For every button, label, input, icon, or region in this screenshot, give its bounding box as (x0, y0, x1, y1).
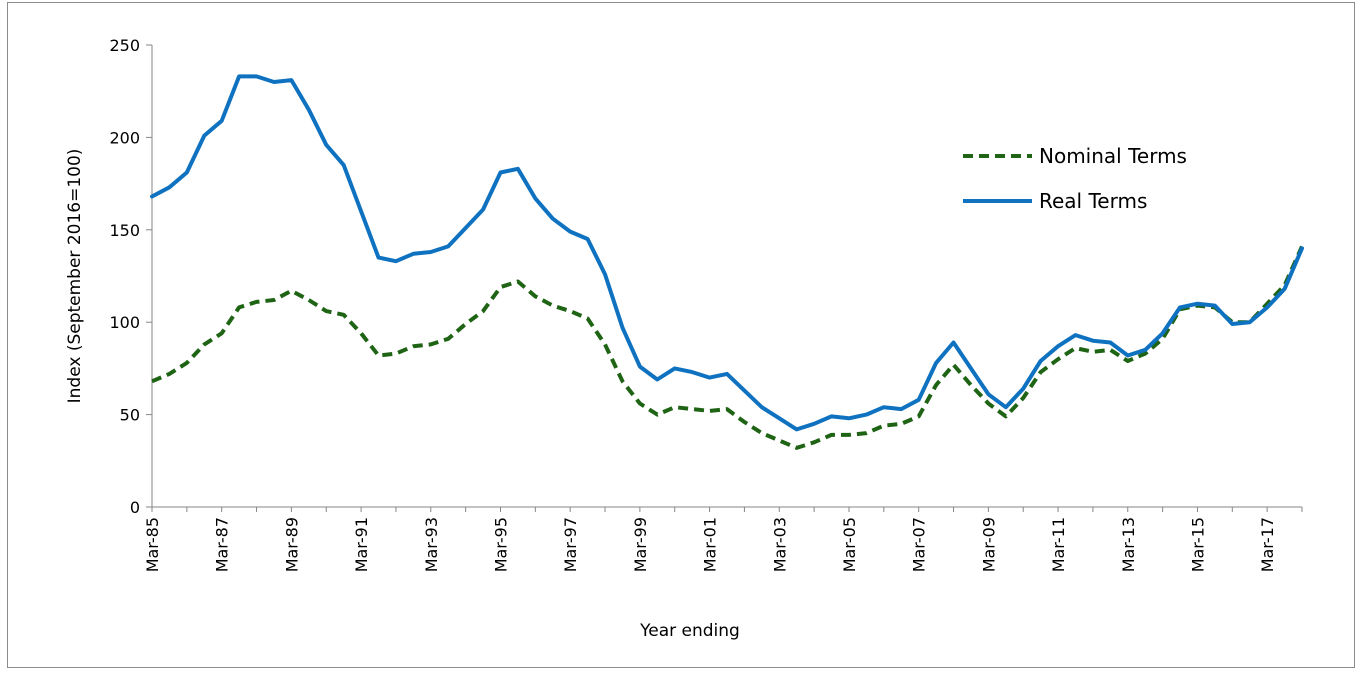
x-tick-label: Mar-91 (352, 517, 371, 572)
chart-frame (7, 2, 1355, 668)
x-tick-label: Mar-03 (770, 517, 789, 572)
x-tick-label: Mar-93 (422, 517, 441, 572)
x-tick-label: Mar-01 (701, 517, 720, 572)
x-tick-label: Mar-07 (910, 517, 929, 572)
series-line-real-terms (150, 74, 1304, 432)
x-axis: Mar-85 Mar-87 Mar-89 Mar-91 Mar-93 Mar-95 Mar-… (143, 506, 1303, 572)
y-tick-label: 0 (130, 498, 140, 517)
y-tick-label: 150 (109, 221, 140, 240)
y-tick-label: 100 (109, 313, 140, 332)
legend: Nominal Terms Real Terms (963, 144, 1187, 213)
y-axis: 0 50 100 150 200 250 (109, 36, 153, 517)
x-tick-label: Mar-13 (1119, 517, 1138, 572)
series-line-nominal-terms (151, 245, 1304, 450)
x-tick-label: Mar-11 (1049, 517, 1068, 572)
y-tick-label: 250 (109, 36, 140, 55)
legend-label: Nominal Terms (1039, 144, 1187, 168)
y-tick-label: 200 (109, 128, 140, 147)
series-layer (150, 74, 1304, 450)
x-axis-title: Year ending (639, 621, 740, 641)
x-tick-label: Mar-97 (561, 517, 580, 572)
x-tick-label: Mar-15 (1188, 517, 1207, 572)
y-tick-label: 50 (120, 406, 140, 425)
x-tick-label: Mar-89 (282, 517, 301, 572)
x-tick-label: Mar-05 (840, 517, 859, 572)
legend-label: Real Terms (1039, 189, 1147, 213)
x-tick-label: Mar-95 (491, 517, 510, 572)
x-tick-label: Mar-17 (1258, 517, 1277, 572)
x-tick-label: Mar-85 (143, 517, 162, 572)
y-axis-title: Index (September 2016=100) (65, 149, 85, 404)
x-tick-label: Mar-09 (979, 517, 998, 572)
x-tick-label: Mar-87 (213, 517, 232, 572)
x-tick-label: Mar-99 (631, 517, 650, 572)
